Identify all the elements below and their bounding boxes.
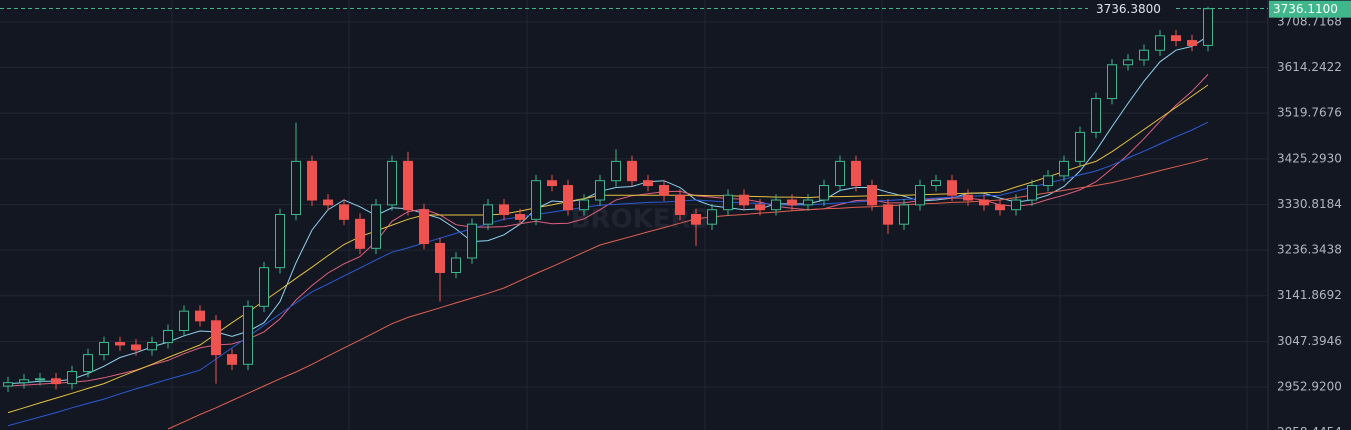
- candle-body: [195, 310, 205, 322]
- candle-body: [163, 329, 173, 344]
- candle-body: [1187, 40, 1197, 46]
- ma-line: [7, 121, 1209, 427]
- candle-body: [1027, 185, 1037, 201]
- ma-line: [7, 84, 1209, 414]
- candle-body: [595, 180, 605, 201]
- candle-body: [659, 185, 669, 196]
- candle-body: [387, 160, 397, 206]
- candle-body: [3, 382, 13, 387]
- candle-body: [835, 160, 845, 187]
- candle-body: [339, 204, 349, 220]
- y-tick-label: 3614.2422: [1277, 60, 1342, 74]
- y-tick-label: 3047.3946: [1277, 334, 1342, 348]
- candle-body: [851, 160, 861, 187]
- price-line-label: 3736.3800: [1096, 2, 1161, 16]
- y-tick-label: 2952.9200: [1277, 380, 1342, 394]
- candle-body: [947, 180, 957, 196]
- candle-body: [755, 204, 765, 211]
- candle-body: [307, 160, 317, 201]
- candle-body: [643, 180, 653, 187]
- candle-body: [499, 204, 509, 216]
- candle-body: [675, 194, 685, 216]
- candle-body: [1123, 59, 1133, 66]
- candle-body: [1091, 98, 1101, 133]
- candle-body: [931, 180, 941, 187]
- candle-body: [419, 209, 429, 245]
- candle-body: [227, 354, 237, 365]
- candle-body: [435, 243, 445, 273]
- candle-body: [67, 371, 77, 385]
- candle-body: [787, 199, 797, 206]
- y-tick-label: 2858.4454: [1277, 425, 1342, 430]
- candle-body: [979, 199, 989, 206]
- candle-body: [259, 267, 269, 307]
- y-tick-label: 3708.7168: [1277, 14, 1342, 28]
- y-tick-label: 3330.8184: [1277, 197, 1342, 211]
- candle-body: [179, 310, 189, 331]
- candle-body: [1171, 35, 1181, 42]
- candle-body: [771, 199, 781, 211]
- candle-body: [483, 204, 493, 225]
- candle-body: [291, 160, 301, 216]
- candle-body: [739, 194, 749, 206]
- candle-body: [1139, 49, 1149, 61]
- candle-body: [579, 199, 589, 211]
- candle-body: [803, 199, 813, 206]
- candle-body: [1203, 8, 1213, 46]
- y-tick-label: 3236.3438: [1277, 243, 1342, 257]
- candle-body: [51, 378, 61, 385]
- candle-body: [403, 160, 413, 211]
- y-tick-label: 3141.8692: [1277, 288, 1342, 302]
- candle-body: [611, 160, 621, 182]
- candle-body: [1043, 175, 1053, 187]
- candle-body: [1011, 199, 1021, 211]
- candle-body: [531, 180, 541, 220]
- candle-body: [19, 379, 29, 384]
- watermark: BROKERS: [571, 205, 710, 235]
- candle-body: [243, 305, 253, 365]
- candle-body: [275, 214, 285, 269]
- candle-body: [867, 185, 877, 206]
- candle-body: [467, 223, 477, 259]
- candle-body: [1155, 35, 1165, 51]
- candle-body: [723, 194, 733, 211]
- candle-body: [707, 209, 717, 225]
- candle-body: [515, 214, 525, 220]
- candle-body: [115, 342, 125, 346]
- last-price-label: 3736.1100: [1273, 2, 1338, 16]
- candle-body: [563, 185, 573, 211]
- candle-body: [211, 320, 221, 356]
- price-line-label-bg: [1088, 0, 1174, 17]
- candle-body: [1107, 64, 1117, 100]
- candle-body: [83, 354, 93, 373]
- candle-body: [1075, 131, 1085, 162]
- candle-body: [35, 378, 45, 381]
- candle-body: [883, 204, 893, 225]
- candle-body: [323, 199, 333, 206]
- last-price-box: [1269, 0, 1351, 18]
- ma-line: [7, 35, 1209, 385]
- y-tick-label: 3519.7676: [1277, 106, 1342, 120]
- candle-body: [355, 218, 365, 249]
- candle-body: [147, 342, 157, 351]
- candle-body: [915, 185, 925, 206]
- candle-body: [547, 180, 557, 187]
- y-tick-label: 3425.2930: [1277, 151, 1342, 165]
- candle-body: [99, 342, 109, 356]
- candle-body: [995, 204, 1005, 211]
- candle-body: [1059, 160, 1069, 177]
- candle-body: [899, 204, 909, 225]
- candle-body: [691, 214, 701, 225]
- candle-body: [627, 160, 637, 182]
- ma-line: [167, 158, 1209, 430]
- candle-body: [371, 204, 381, 249]
- candle-body: [451, 257, 461, 273]
- candle-body: [963, 194, 973, 201]
- candle-body: [819, 185, 829, 201]
- candle-body: [131, 344, 141, 351]
